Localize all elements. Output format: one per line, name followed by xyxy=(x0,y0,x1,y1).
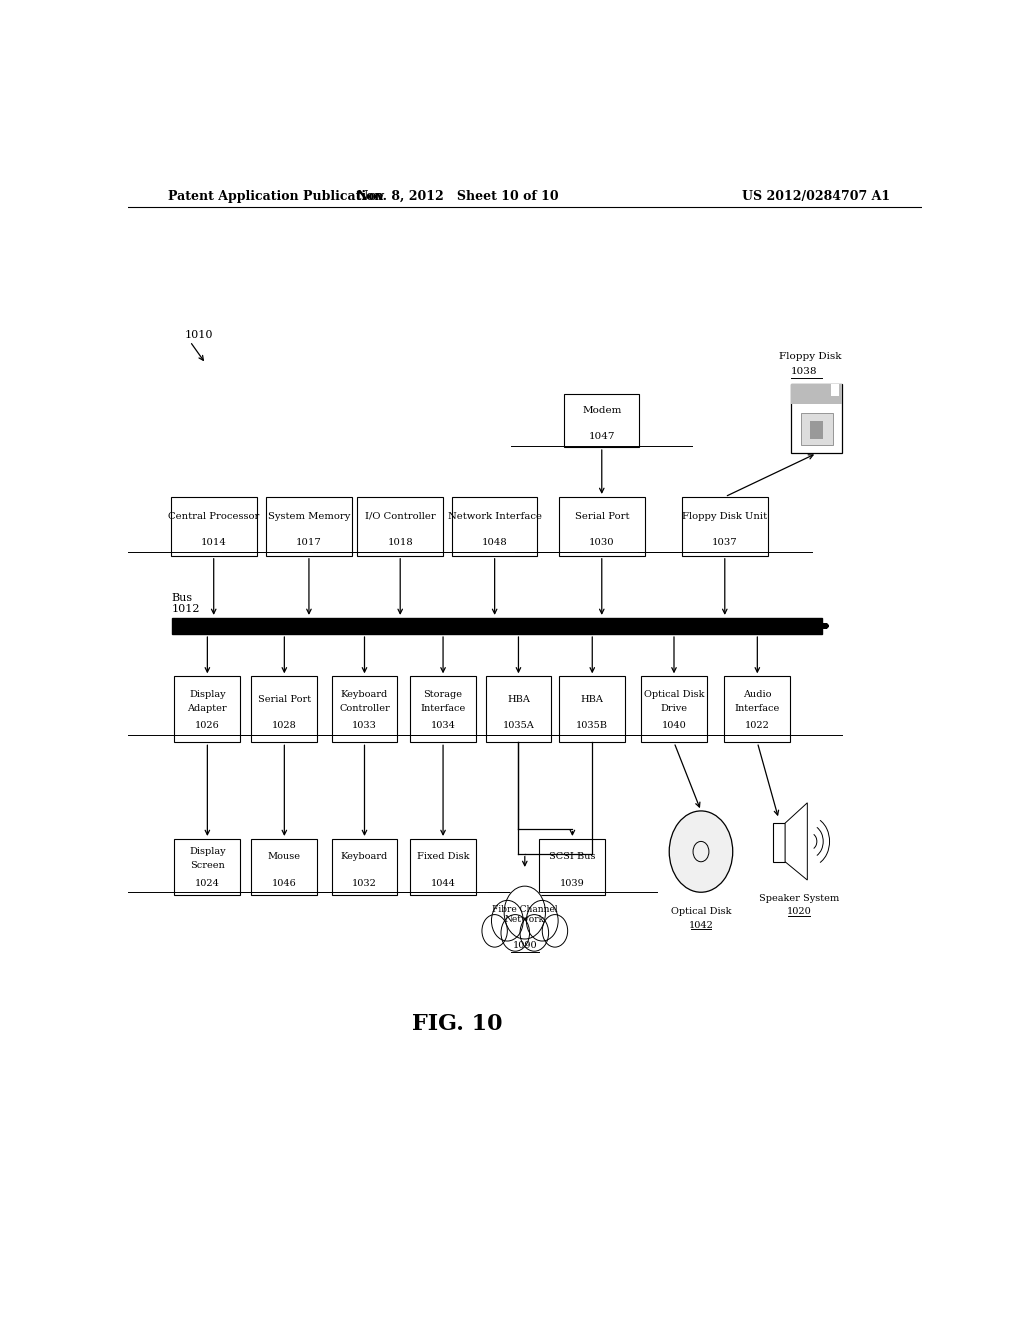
FancyBboxPatch shape xyxy=(332,840,397,895)
Text: 1032: 1032 xyxy=(352,879,377,887)
FancyBboxPatch shape xyxy=(540,840,605,895)
FancyBboxPatch shape xyxy=(252,676,317,742)
Text: Network Interface: Network Interface xyxy=(447,512,542,520)
Circle shape xyxy=(504,886,546,939)
Text: 1018: 1018 xyxy=(387,539,413,546)
Text: 1020: 1020 xyxy=(787,907,812,916)
Text: 1026: 1026 xyxy=(195,721,220,730)
Bar xyxy=(773,824,785,862)
Text: HBA: HBA xyxy=(507,694,529,704)
Text: 1046: 1046 xyxy=(272,879,297,887)
Circle shape xyxy=(520,915,549,952)
Text: Interface: Interface xyxy=(734,704,780,713)
Text: Floppy Disk Unit: Floppy Disk Unit xyxy=(682,512,767,520)
FancyBboxPatch shape xyxy=(682,496,768,556)
Text: 1034: 1034 xyxy=(431,721,456,730)
FancyBboxPatch shape xyxy=(357,496,443,556)
Bar xyxy=(831,384,839,396)
Text: 1044: 1044 xyxy=(431,879,456,887)
Text: Fixed Disk: Fixed Disk xyxy=(417,853,469,861)
Text: Display: Display xyxy=(189,847,225,857)
Text: Interface: Interface xyxy=(421,704,466,713)
Text: Serial Port: Serial Port xyxy=(258,694,311,704)
Circle shape xyxy=(501,915,529,952)
Text: Display: Display xyxy=(189,689,225,698)
FancyBboxPatch shape xyxy=(564,395,639,447)
Bar xyxy=(172,618,822,634)
Circle shape xyxy=(543,915,567,948)
Text: 1030: 1030 xyxy=(589,539,614,546)
Text: 1022: 1022 xyxy=(744,721,770,730)
Text: Modem: Modem xyxy=(582,407,622,414)
Text: Keyboard: Keyboard xyxy=(341,853,388,861)
FancyBboxPatch shape xyxy=(485,676,551,742)
Text: 1010: 1010 xyxy=(185,330,214,341)
Text: 1042: 1042 xyxy=(688,921,714,929)
Text: HBA: HBA xyxy=(581,694,604,704)
Text: Storage: Storage xyxy=(424,689,463,698)
Text: Keyboard: Keyboard xyxy=(341,689,388,698)
Polygon shape xyxy=(785,803,807,880)
Text: 1033: 1033 xyxy=(352,721,377,730)
Text: 1035B: 1035B xyxy=(577,721,608,730)
Text: US 2012/0284707 A1: US 2012/0284707 A1 xyxy=(741,190,890,202)
Text: Optical Disk: Optical Disk xyxy=(644,689,705,698)
Text: 1048: 1048 xyxy=(481,539,508,546)
Circle shape xyxy=(670,810,733,892)
Text: 1090: 1090 xyxy=(512,941,538,949)
Text: Patent Application Publication: Patent Application Publication xyxy=(168,190,383,202)
Text: Adapter: Adapter xyxy=(187,704,227,713)
Text: 1037: 1037 xyxy=(712,539,737,546)
Text: Controller: Controller xyxy=(339,704,390,713)
FancyBboxPatch shape xyxy=(411,676,476,742)
Text: Screen: Screen xyxy=(190,862,224,870)
Bar xyxy=(801,413,833,445)
FancyBboxPatch shape xyxy=(452,496,538,556)
FancyBboxPatch shape xyxy=(171,496,257,556)
FancyBboxPatch shape xyxy=(559,496,645,556)
Text: 1017: 1017 xyxy=(296,539,322,546)
Text: Drive: Drive xyxy=(660,704,687,713)
Text: 1047: 1047 xyxy=(589,433,615,441)
Text: Mouse: Mouse xyxy=(268,853,301,861)
Text: 1039: 1039 xyxy=(560,879,585,887)
FancyBboxPatch shape xyxy=(332,676,397,742)
FancyBboxPatch shape xyxy=(174,840,241,895)
FancyBboxPatch shape xyxy=(559,676,626,742)
Text: 1014: 1014 xyxy=(201,539,226,546)
FancyBboxPatch shape xyxy=(411,840,476,895)
FancyBboxPatch shape xyxy=(724,676,791,742)
FancyBboxPatch shape xyxy=(174,676,241,742)
Text: Bus
1012: Bus 1012 xyxy=(172,593,200,614)
Text: Audio: Audio xyxy=(743,689,771,698)
Text: Speaker System: Speaker System xyxy=(759,894,840,903)
Text: 1035A: 1035A xyxy=(503,721,535,730)
Text: 1040: 1040 xyxy=(662,721,686,730)
Text: 1028: 1028 xyxy=(272,721,297,730)
Bar xyxy=(811,421,823,440)
Text: 1024: 1024 xyxy=(195,879,220,887)
Text: Nov. 8, 2012   Sheet 10 of 10: Nov. 8, 2012 Sheet 10 of 10 xyxy=(356,190,558,202)
Circle shape xyxy=(482,915,507,948)
Text: I/O Controller: I/O Controller xyxy=(365,512,435,520)
Circle shape xyxy=(492,900,523,941)
Text: System Memory: System Memory xyxy=(267,512,350,520)
FancyBboxPatch shape xyxy=(266,496,352,556)
Text: Fibre Channel
Network: Fibre Channel Network xyxy=(492,906,558,924)
Text: 1038: 1038 xyxy=(791,367,817,376)
Text: Serial Port: Serial Port xyxy=(574,512,629,520)
Text: Central Processor: Central Processor xyxy=(168,512,259,520)
FancyBboxPatch shape xyxy=(252,840,317,895)
FancyBboxPatch shape xyxy=(641,676,707,742)
Bar xyxy=(792,384,842,453)
Circle shape xyxy=(526,900,558,941)
Text: FIG. 10: FIG. 10 xyxy=(412,1014,503,1035)
Text: SCSI Bus: SCSI Bus xyxy=(549,853,596,861)
Bar xyxy=(792,384,842,404)
Text: Floppy Disk: Floppy Disk xyxy=(778,352,842,362)
Text: Optical Disk: Optical Disk xyxy=(671,907,731,916)
